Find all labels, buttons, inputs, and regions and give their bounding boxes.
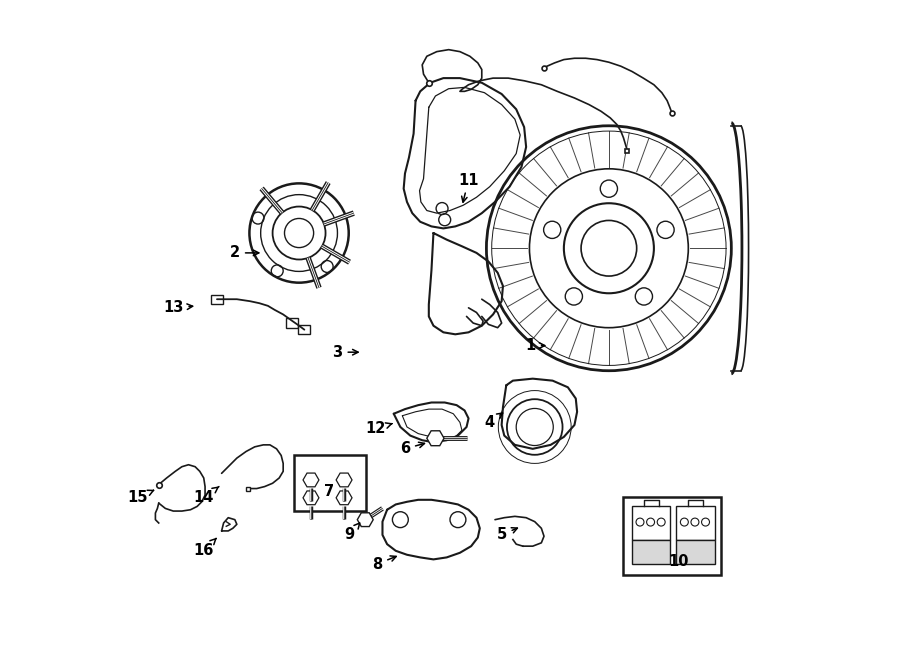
Text: 13: 13 (163, 301, 193, 315)
Bar (632, 540, 670, 564)
Bar (294, 455, 366, 511)
Bar (299, 325, 310, 334)
Text: 2: 2 (230, 246, 259, 260)
Bar (211, 295, 223, 304)
Text: 15: 15 (127, 491, 154, 505)
Text: 14: 14 (194, 487, 219, 505)
Polygon shape (357, 513, 374, 526)
Text: 8: 8 (372, 556, 396, 571)
Bar (677, 540, 715, 564)
Text: 5: 5 (497, 528, 518, 542)
Polygon shape (427, 431, 444, 446)
Text: 6: 6 (400, 442, 425, 456)
Text: 12: 12 (365, 422, 392, 436)
Text: 11: 11 (458, 173, 479, 202)
Text: 10: 10 (668, 554, 688, 569)
Text: 4: 4 (485, 413, 502, 430)
Text: 1: 1 (526, 338, 544, 353)
Text: 3: 3 (332, 345, 358, 359)
Bar (677, 506, 715, 540)
Text: 16: 16 (194, 538, 216, 558)
Text: 9: 9 (345, 523, 360, 542)
Bar (286, 318, 299, 328)
Bar (624, 496, 722, 575)
Text: 7: 7 (325, 484, 335, 498)
Bar (632, 506, 670, 540)
